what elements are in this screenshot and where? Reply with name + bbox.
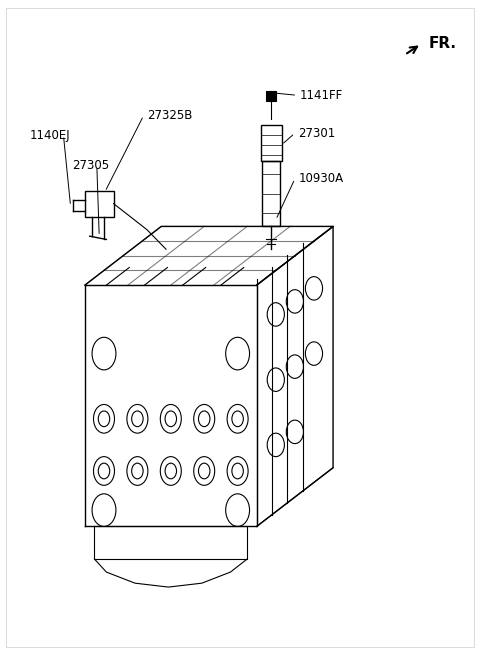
Bar xyxy=(85,191,114,217)
Text: 27305: 27305 xyxy=(72,159,109,172)
Bar xyxy=(263,161,280,227)
Text: 1140EJ: 1140EJ xyxy=(30,128,71,141)
Text: 27325B: 27325B xyxy=(147,109,192,122)
Bar xyxy=(266,91,276,100)
Text: 1141FF: 1141FF xyxy=(300,89,343,102)
Text: 10930A: 10930A xyxy=(298,172,343,185)
Text: 27301: 27301 xyxy=(298,126,336,140)
Text: FR.: FR. xyxy=(429,36,456,51)
Bar xyxy=(261,125,281,161)
